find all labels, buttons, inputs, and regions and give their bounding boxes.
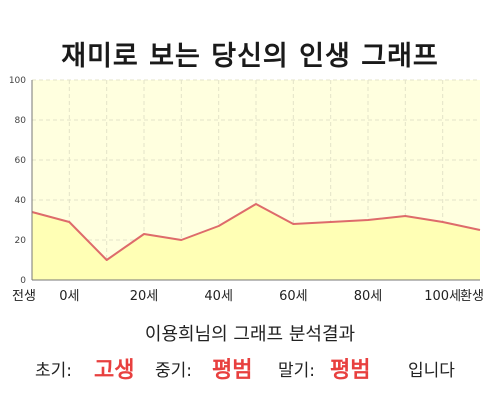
x-tick-label: 40세 <box>204 289 233 304</box>
chart-title: 재미로 보는 당신의 인생 그래프 <box>61 41 439 72</box>
x-tick-label: 환생 <box>460 289 484 304</box>
late-stage-label: 말기: <box>278 361 316 381</box>
x-tick-label: 0세 <box>59 289 79 304</box>
y-tick-label: 60 <box>15 156 27 166</box>
y-tick-label: 40 <box>15 196 27 206</box>
y-tick-label: 100 <box>9 76 26 86</box>
x-tick-label: 80세 <box>354 289 383 304</box>
late-stage-value: 평범 <box>330 358 371 383</box>
y-tick-label: 80 <box>15 116 27 126</box>
life-area-fill <box>32 204 480 280</box>
summary-suffix: 입니다 <box>408 361 455 381</box>
y-tick-label: 0 <box>20 276 26 286</box>
middle-stage-label: 중기: <box>155 361 193 381</box>
life-stage-summary: 초기: 고생 중기: 평범 말기: 평범 입니다 <box>0 352 500 383</box>
analysis-result-label: 이용희님의 그래프 분석결과 <box>144 324 356 345</box>
early-stage-label: 초기: <box>35 361 73 381</box>
x-tick-label: 전생 <box>12 289 36 304</box>
life-series-line <box>31 203 481 261</box>
x-tick-label: 20세 <box>130 289 159 304</box>
y-tick-labels: 0 20 40 60 80 100 <box>9 76 26 286</box>
middle-stage-value: 평범 <box>212 358 253 383</box>
y-tick-label: 20 <box>15 236 27 246</box>
x-tick-label: 60세 <box>279 289 308 304</box>
early-stage-value: 고생 <box>94 358 135 383</box>
x-tick-label: 100세 <box>424 289 461 304</box>
